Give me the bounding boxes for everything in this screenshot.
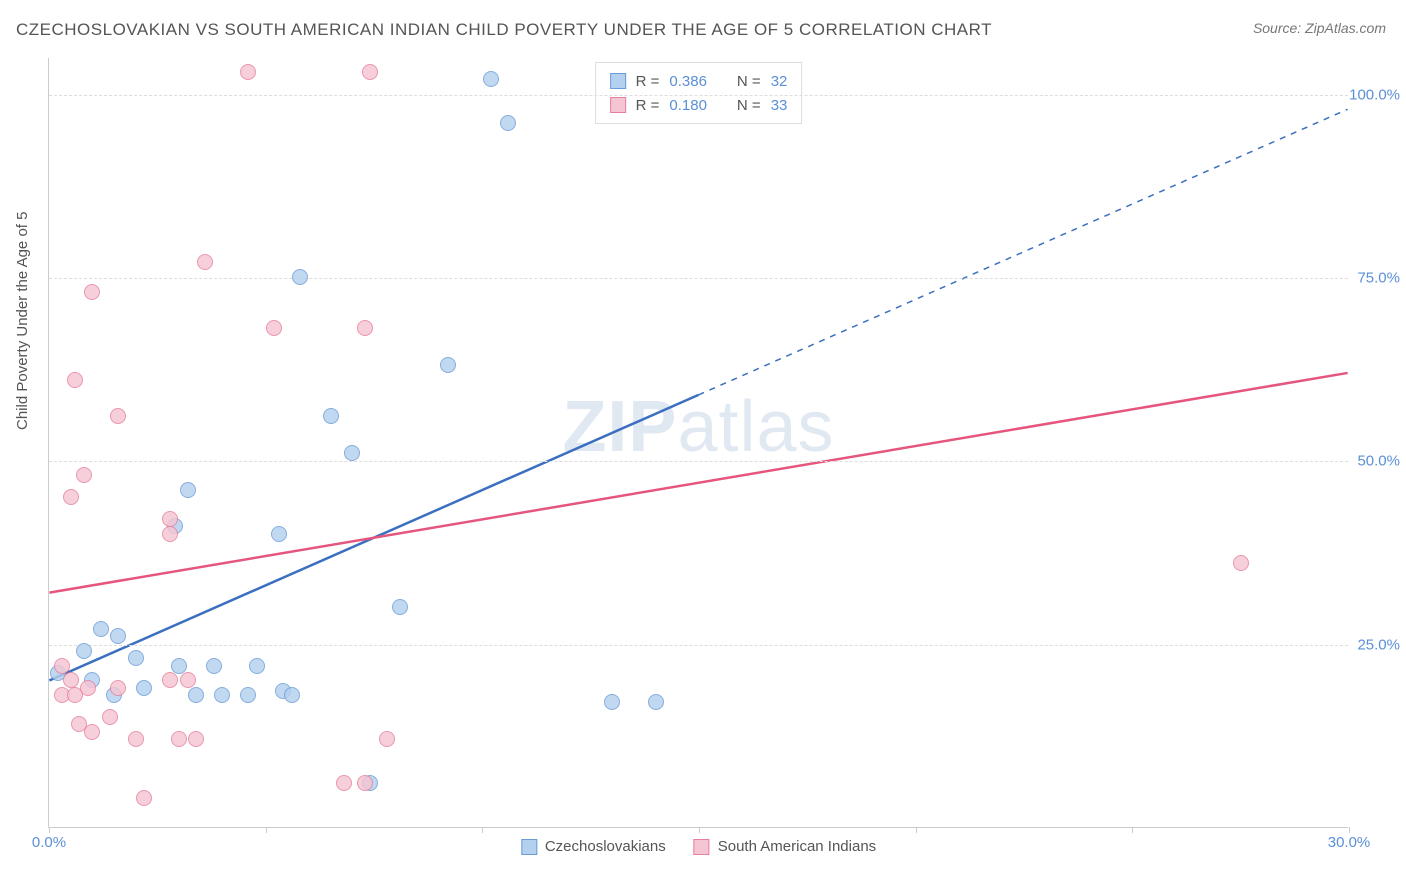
data-point bbox=[84, 724, 100, 740]
data-point bbox=[180, 482, 196, 498]
data-point bbox=[162, 672, 178, 688]
data-point bbox=[171, 658, 187, 674]
y-tick-label: 100.0% bbox=[1349, 86, 1400, 103]
data-point bbox=[240, 64, 256, 80]
x-tick-label: 0.0% bbox=[32, 834, 66, 851]
data-point bbox=[362, 64, 378, 80]
gridline bbox=[49, 645, 1348, 646]
legend-swatch bbox=[610, 97, 626, 113]
r-value: 0.386 bbox=[669, 73, 707, 90]
legend-label: South American Indians bbox=[718, 838, 876, 855]
data-point bbox=[240, 687, 256, 703]
y-axis-label: Child Poverty Under the Age of 5 bbox=[14, 212, 31, 430]
data-point bbox=[357, 775, 373, 791]
legend-row: R = 0.386 N = 32 bbox=[610, 69, 788, 93]
legend-item: South American Indians bbox=[694, 838, 876, 855]
x-tick-mark bbox=[49, 827, 50, 833]
data-point bbox=[266, 320, 282, 336]
legend-row: R = 0.180 N = 33 bbox=[610, 93, 788, 117]
x-tick-mark bbox=[1349, 827, 1350, 833]
series-legend: Czechoslovakians South American Indians bbox=[521, 838, 876, 855]
data-point bbox=[604, 694, 620, 710]
gridline bbox=[49, 95, 1348, 96]
data-point bbox=[392, 599, 408, 615]
legend-item: Czechoslovakians bbox=[521, 838, 666, 855]
data-point bbox=[336, 775, 352, 791]
data-point bbox=[323, 408, 339, 424]
data-point bbox=[180, 672, 196, 688]
data-point bbox=[171, 731, 187, 747]
data-point bbox=[93, 621, 109, 637]
data-point bbox=[162, 511, 178, 527]
data-point bbox=[292, 269, 308, 285]
y-tick-label: 25.0% bbox=[1357, 636, 1400, 653]
data-point bbox=[357, 320, 373, 336]
data-point bbox=[440, 357, 456, 373]
watermark-light: atlas bbox=[677, 387, 834, 467]
data-point bbox=[80, 680, 96, 696]
x-tick-mark bbox=[916, 827, 917, 833]
data-point bbox=[188, 687, 204, 703]
y-tick-label: 75.0% bbox=[1357, 270, 1400, 287]
chart-title: CZECHOSLOVAKIAN VS SOUTH AMERICAN INDIAN… bbox=[16, 20, 992, 40]
correlation-legend: R = 0.386 N = 32 R = 0.180 N = 33 bbox=[595, 62, 803, 124]
n-value: 33 bbox=[771, 97, 788, 114]
data-point bbox=[214, 687, 230, 703]
y-tick-label: 50.0% bbox=[1357, 453, 1400, 470]
legend-swatch bbox=[694, 839, 710, 855]
r-label: R = bbox=[636, 73, 660, 90]
x-tick-mark bbox=[266, 827, 267, 833]
legend-label: Czechoslovakians bbox=[545, 838, 666, 855]
n-value: 32 bbox=[771, 73, 788, 90]
n-label: N = bbox=[737, 73, 761, 90]
source-attribution: Source: ZipAtlas.com bbox=[1253, 20, 1386, 36]
data-point bbox=[136, 680, 152, 696]
data-point bbox=[67, 372, 83, 388]
legend-swatch bbox=[521, 839, 537, 855]
data-point bbox=[271, 526, 287, 542]
data-point bbox=[128, 731, 144, 747]
data-point bbox=[54, 658, 70, 674]
data-point bbox=[110, 680, 126, 696]
r-label: R = bbox=[636, 97, 660, 114]
data-point bbox=[84, 284, 100, 300]
data-point bbox=[110, 408, 126, 424]
x-tick-mark bbox=[699, 827, 700, 833]
n-label: N = bbox=[737, 97, 761, 114]
data-point bbox=[379, 731, 395, 747]
trend-lines-layer bbox=[49, 58, 1348, 827]
r-value: 0.180 bbox=[669, 97, 707, 114]
data-point bbox=[206, 658, 222, 674]
legend-swatch bbox=[610, 73, 626, 89]
data-point bbox=[249, 658, 265, 674]
data-point bbox=[483, 71, 499, 87]
gridline bbox=[49, 461, 1348, 462]
data-point bbox=[284, 687, 300, 703]
data-point bbox=[102, 709, 118, 725]
data-point bbox=[500, 115, 516, 131]
data-point bbox=[136, 790, 152, 806]
x-tick-label: 30.0% bbox=[1328, 834, 1371, 851]
gridline bbox=[49, 278, 1348, 279]
data-point bbox=[76, 643, 92, 659]
data-point bbox=[344, 445, 360, 461]
data-point bbox=[188, 731, 204, 747]
plot-area: ZIPatlas R =0.386N =32R =0.180N =33 Czec… bbox=[48, 58, 1348, 828]
data-point bbox=[76, 467, 92, 483]
data-point bbox=[1233, 555, 1249, 571]
watermark-bold: ZIP bbox=[562, 387, 677, 467]
data-point bbox=[63, 672, 79, 688]
watermark: ZIPatlas bbox=[562, 386, 834, 468]
data-point bbox=[162, 526, 178, 542]
data-point bbox=[110, 628, 126, 644]
x-tick-mark bbox=[482, 827, 483, 833]
data-point bbox=[197, 254, 213, 270]
data-point bbox=[63, 489, 79, 505]
x-tick-mark bbox=[1132, 827, 1133, 833]
data-point bbox=[648, 694, 664, 710]
data-point bbox=[128, 650, 144, 666]
